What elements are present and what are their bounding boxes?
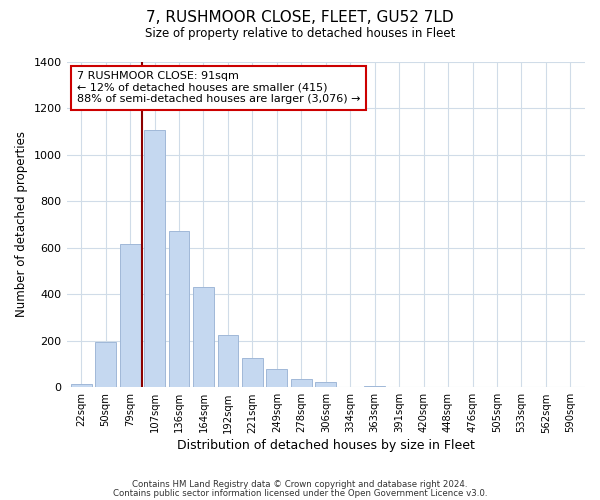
Bar [316,382,336,388]
Bar [291,379,312,388]
Text: 7 RUSHMOOR CLOSE: 91sqm
← 12% of detached houses are smaller (415)
88% of semi-d: 7 RUSHMOOR CLOSE: 91sqm ← 12% of detache… [77,72,361,104]
Bar [95,342,116,388]
Bar [193,287,214,388]
Y-axis label: Number of detached properties: Number of detached properties [15,132,28,318]
Text: Contains public sector information licensed under the Open Government Licence v3: Contains public sector information licen… [113,488,487,498]
Bar [169,232,190,388]
X-axis label: Distribution of detached houses by size in Fleet: Distribution of detached houses by size … [177,440,475,452]
Bar [120,244,140,388]
Text: 7, RUSHMOOR CLOSE, FLEET, GU52 7LD: 7, RUSHMOOR CLOSE, FLEET, GU52 7LD [146,10,454,25]
Bar [218,335,238,388]
Bar [364,386,385,388]
Bar [242,358,263,388]
Bar [71,384,92,388]
Bar [266,368,287,388]
Text: Contains HM Land Registry data © Crown copyright and database right 2024.: Contains HM Land Registry data © Crown c… [132,480,468,489]
Bar [144,130,165,388]
Text: Size of property relative to detached houses in Fleet: Size of property relative to detached ho… [145,28,455,40]
